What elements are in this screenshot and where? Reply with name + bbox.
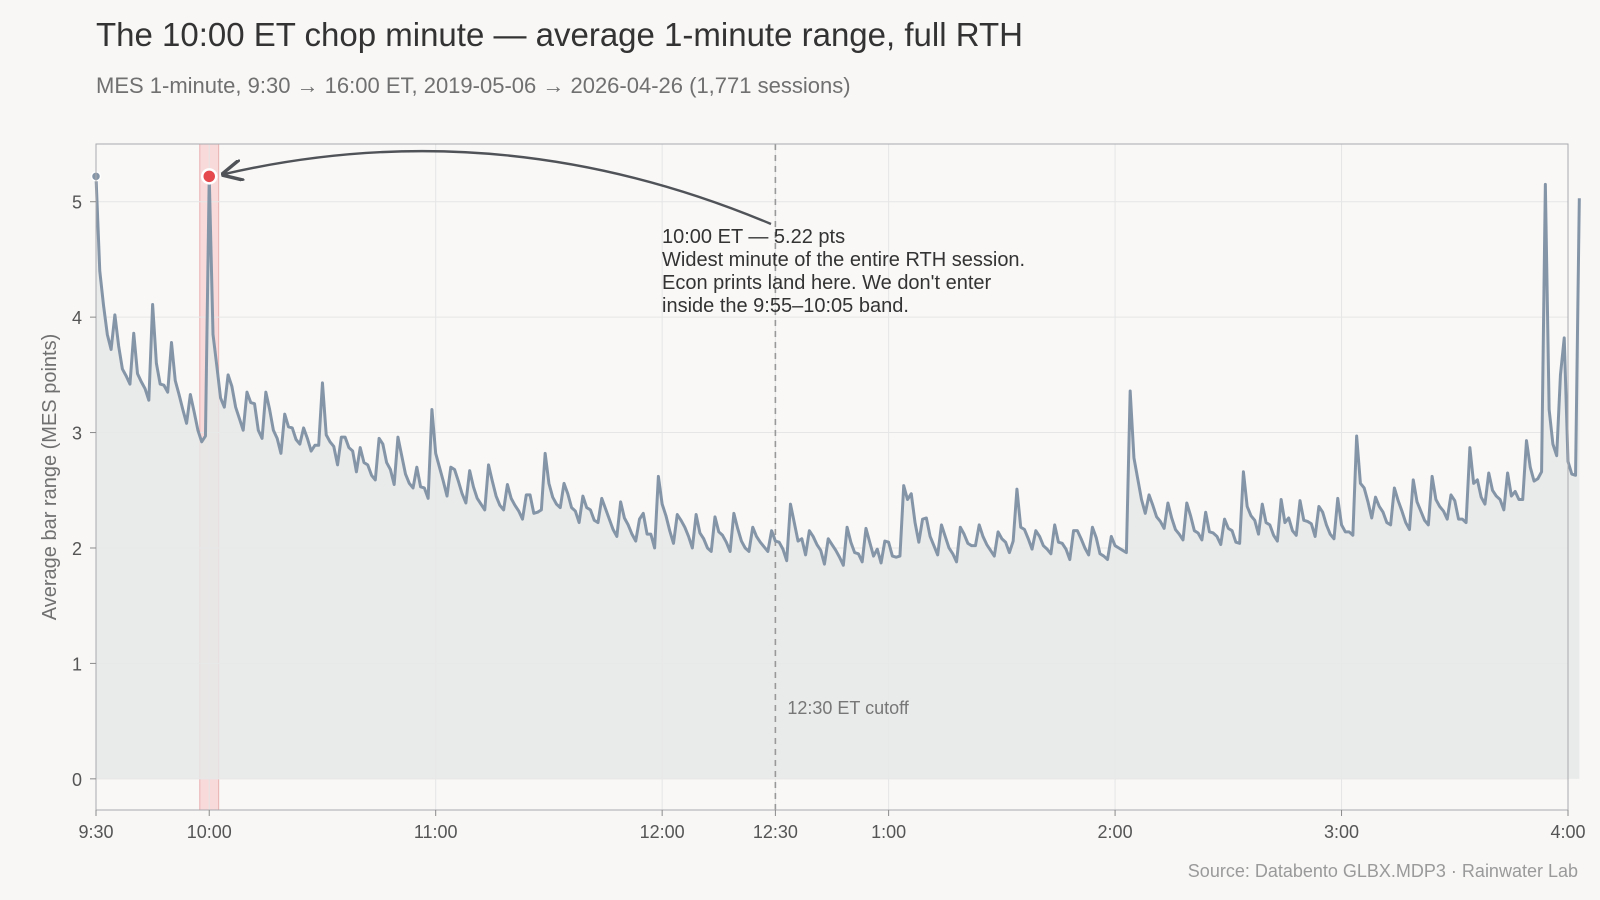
x-tick-label: 11:00: [414, 822, 458, 842]
y-axis-label: Average bar range (MES points): [39, 334, 61, 620]
y-tick-label: 4: [72, 308, 82, 328]
x-tick-label: 4:00: [1550, 822, 1585, 842]
x-tick-label: 10:00: [187, 822, 232, 842]
annotation-line: inside the 9:55–10:05 band.: [662, 295, 909, 317]
chart-subtitle: MES 1-minute, 9:30 → 16:00 ET, 2019-05-0…: [96, 73, 851, 98]
annotation-line: 10:00 ET — 5.22 pts: [662, 226, 845, 248]
y-tick-label: 5: [72, 193, 82, 213]
y-tick-label: 2: [72, 539, 82, 559]
y-tick-label: 1: [72, 654, 82, 674]
y-tick-label: 3: [72, 424, 82, 444]
x-tick-label: 3:00: [1324, 822, 1359, 842]
annotation-arrow: [223, 149, 772, 226]
source-note: Source: Databento GLBX.MDP3 · Rainwater …: [1187, 861, 1578, 881]
series-area: [96, 176, 1580, 779]
x-tick-label: 12:30: [753, 822, 798, 842]
annotation-line: Econ prints land here. We don't enter: [662, 272, 992, 294]
x-tick-label: 9:30: [78, 822, 113, 842]
cutoff-label: 12:30 ET cutoff: [787, 698, 909, 718]
y-tick-label: 0: [72, 770, 82, 790]
x-tick-label: 1:00: [871, 822, 906, 842]
chart-title: The 10:00 ET chop minute — average 1-min…: [96, 16, 1023, 53]
peak-point: [200, 168, 218, 185]
x-tick-label: 2:00: [1098, 822, 1133, 842]
x-tick-label: 12:00: [640, 822, 685, 842]
annotation-line: Widest minute of the entire RTH session.: [662, 249, 1025, 271]
plot-frame: [95, 143, 1569, 811]
series-line: [94, 174, 1581, 567]
